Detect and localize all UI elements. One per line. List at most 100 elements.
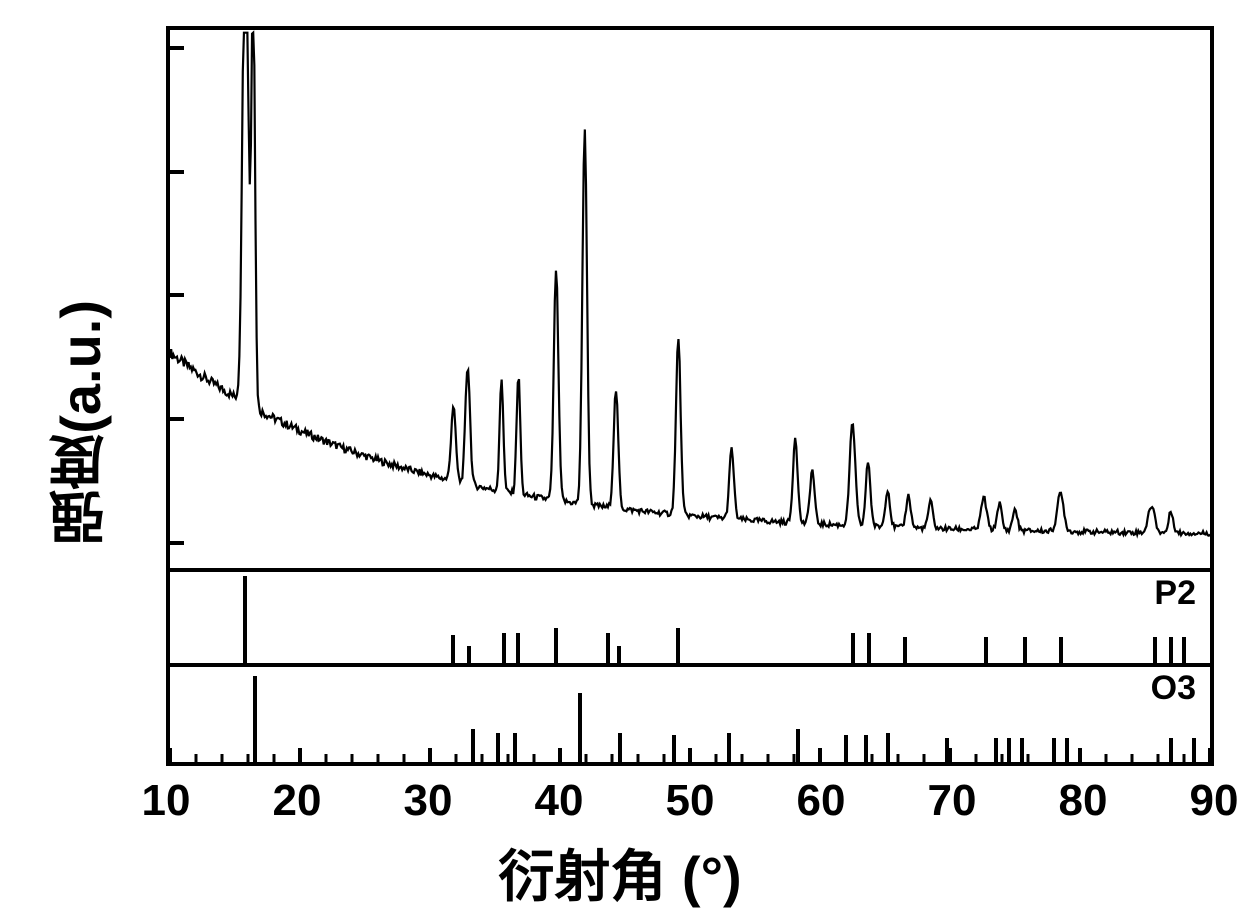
ref-peak-tick (851, 633, 855, 663)
ref-peak-tick (1169, 637, 1173, 663)
x-minor-tick (507, 754, 510, 762)
x-tick-label: 70 (928, 776, 977, 826)
ref-peak-tick (467, 646, 471, 662)
x-minor-tick (715, 754, 718, 762)
x-axis-label: 衍射角 (°) (0, 832, 1240, 913)
y-major-tick (170, 170, 184, 174)
ref-peak-tick (844, 735, 848, 762)
xrd-curve (170, 30, 1210, 568)
x-minor-tick (1027, 754, 1030, 762)
x-minor-tick (221, 754, 224, 762)
y-major-tick (170, 46, 184, 50)
ref-peak-tick (867, 633, 871, 663)
ref-peak-tick (796, 729, 800, 762)
ref-peak-tick (672, 735, 676, 762)
ref-panel-o3: O3 (170, 667, 1210, 762)
x-major-tick (1208, 748, 1212, 762)
p2-label: P2 (1154, 574, 1196, 613)
x-major-tick (1078, 748, 1082, 762)
ref-peak-tick (243, 576, 247, 663)
ref-peak-tick (618, 733, 622, 762)
x-minor-tick (1157, 754, 1160, 762)
x-tick-label: 10 (142, 776, 191, 826)
x-minor-tick (247, 754, 250, 762)
x-major-tick (688, 748, 692, 762)
ref-peak-tick (945, 738, 949, 762)
ref-peak-tick (554, 628, 558, 663)
ref-peak-tick (1007, 738, 1011, 762)
ref-peak-tick (496, 733, 500, 762)
ref-peak-tick (578, 693, 582, 762)
x-minor-tick (1105, 754, 1108, 762)
x-minor-tick (767, 754, 770, 762)
ref-peak-tick (471, 729, 475, 762)
x-tick-label: 20 (273, 776, 322, 826)
x-minor-tick (897, 754, 900, 762)
ref-peak-tick (253, 676, 257, 762)
x-minor-tick (455, 754, 458, 762)
ref-peak-tick (1052, 738, 1056, 762)
x-major-tick (428, 748, 432, 762)
ref-peak-tick (676, 628, 680, 663)
x-minor-tick (585, 754, 588, 762)
x-minor-tick (611, 754, 614, 762)
x-minor-tick (195, 754, 198, 762)
plot-area: P2 O3 (166, 26, 1214, 766)
x-major-tick (168, 748, 172, 762)
o3-label: O3 (1151, 669, 1196, 708)
x-minor-tick (351, 754, 354, 762)
ref-peak-tick (864, 735, 868, 762)
x-major-tick (558, 748, 562, 762)
x-minor-tick (403, 754, 406, 762)
ref-peak-tick (1065, 738, 1069, 762)
x-minor-tick (481, 754, 484, 762)
ref-peak-tick (606, 633, 610, 663)
ref-peak-tick (513, 733, 517, 762)
y-major-tick (170, 417, 184, 421)
x-minor-tick (1001, 754, 1004, 762)
x-tick-label: 50 (666, 776, 715, 826)
ref-peak-tick (994, 738, 998, 762)
xrd-path (170, 33, 1210, 536)
x-minor-tick (923, 754, 926, 762)
x-minor-tick (663, 754, 666, 762)
ref-peak-tick (1023, 637, 1027, 663)
x-minor-tick (871, 754, 874, 762)
x-minor-tick (273, 754, 276, 762)
x-minor-tick (325, 754, 328, 762)
x-minor-tick (377, 754, 380, 762)
ref-peak-tick (1153, 637, 1157, 663)
x-minor-tick (741, 754, 744, 762)
x-tick-label: 80 (1059, 776, 1108, 826)
x-minor-tick (1131, 754, 1134, 762)
ref-peak-tick (502, 633, 506, 663)
xrd-figure: 强度(a.u.) 衍射角 (°) P2 O3 10203040506070809… (0, 0, 1240, 894)
ref-panel-p2: P2 (170, 572, 1210, 667)
ref-peak-tick (617, 646, 621, 662)
x-minor-tick (1183, 754, 1186, 762)
ref-peak-tick (1169, 738, 1173, 762)
x-tick-label: 40 (535, 776, 584, 826)
x-tick-label: 30 (404, 776, 453, 826)
x-major-tick (298, 748, 302, 762)
ref-peak-tick (984, 637, 988, 663)
x-major-tick (818, 748, 822, 762)
x-tick-label: 90 (1190, 776, 1239, 826)
x-tick-label: 60 (797, 776, 846, 826)
y-major-tick (170, 541, 184, 545)
y-major-tick (170, 293, 184, 297)
x-minor-tick (533, 754, 536, 762)
ref-peak-tick (451, 635, 455, 662)
ref-peak-tick (1182, 637, 1186, 663)
ref-peak-tick (886, 733, 890, 762)
ref-peak-tick (1192, 738, 1196, 762)
ref-peak-tick (727, 733, 731, 762)
x-minor-tick (975, 754, 978, 762)
ref-peak-tick (903, 637, 907, 663)
ref-peak-tick (1059, 637, 1063, 663)
ref-peak-tick (1020, 738, 1024, 762)
ref-peak-tick (516, 633, 520, 663)
y-axis-label: 强度(a.u.) (40, 300, 121, 546)
main-xrd-panel (170, 30, 1210, 572)
x-minor-tick (637, 754, 640, 762)
